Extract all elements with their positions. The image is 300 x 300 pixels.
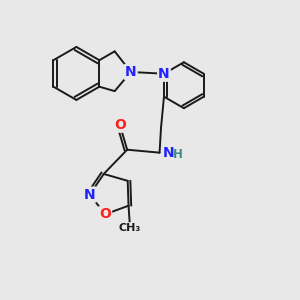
Text: O: O	[114, 118, 126, 132]
Text: N: N	[125, 65, 137, 79]
Text: N: N	[158, 67, 170, 81]
Text: H: H	[173, 148, 183, 160]
Text: CH₃: CH₃	[119, 223, 141, 233]
Text: N: N	[163, 146, 174, 160]
Text: O: O	[99, 207, 111, 221]
Text: N: N	[84, 188, 96, 202]
